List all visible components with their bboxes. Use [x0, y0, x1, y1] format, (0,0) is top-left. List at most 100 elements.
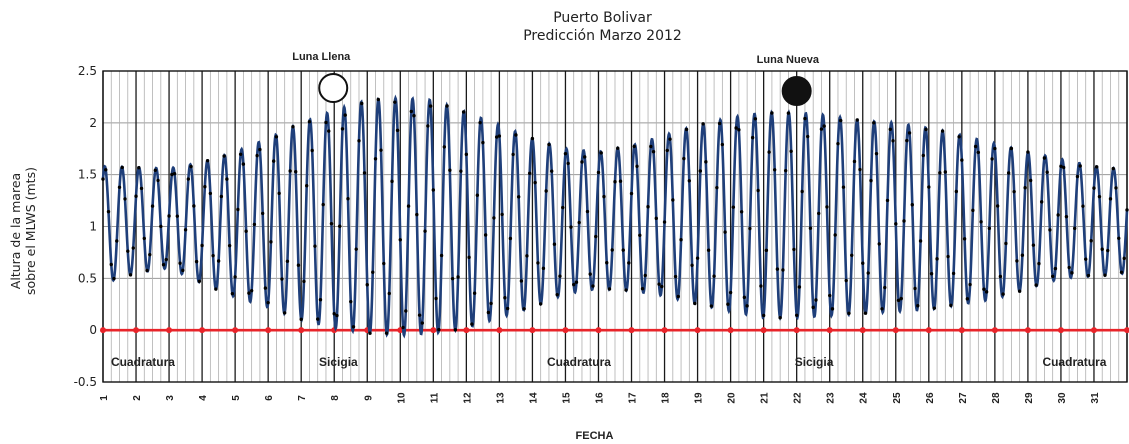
tide-point	[982, 287, 986, 291]
tide-point	[382, 261, 386, 266]
tide-point	[717, 121, 722, 126]
zero-line-marker	[793, 327, 800, 334]
tide-point	[238, 152, 243, 157]
tide-point	[954, 189, 959, 194]
tide-point	[395, 128, 400, 133]
x-tick-label: 29	[1024, 392, 1035, 404]
tide-point	[1092, 186, 1096, 190]
tide-point	[778, 316, 782, 320]
zero-reference-line	[100, 327, 1129, 334]
tide-point	[406, 204, 411, 208]
tide-point	[192, 204, 196, 208]
tide-point	[698, 169, 703, 173]
x-tick-label: 22	[793, 392, 804, 404]
full-moon-icon	[318, 73, 349, 103]
tide-point	[1048, 228, 1052, 232]
tide-point	[536, 261, 540, 265]
y-tick-labels: 2.5 2 1.5 1 0.5 0 -0.5	[74, 64, 97, 389]
tide-point	[715, 185, 719, 190]
tide-point	[1114, 186, 1118, 190]
tide-point	[401, 325, 405, 330]
tide-point	[921, 153, 926, 158]
tide-point	[497, 134, 502, 138]
tide-point	[836, 141, 840, 146]
zero-line-marker	[199, 327, 206, 334]
tide-point	[684, 127, 689, 132]
zero-line-marker	[397, 327, 404, 334]
tide-point	[338, 224, 342, 228]
tide-point	[566, 161, 570, 166]
tide-point	[828, 293, 832, 298]
tide-point	[640, 287, 645, 291]
tide-point	[321, 202, 325, 207]
tide-point	[602, 194, 606, 199]
y-axis-label-line-2: sobre el MLWS (mts)	[23, 167, 38, 295]
tide-point	[516, 195, 521, 199]
tide-point	[979, 220, 983, 224]
tide-point	[420, 321, 425, 325]
tide-point	[583, 155, 587, 159]
tide-point	[222, 154, 226, 158]
tide-point	[519, 279, 524, 283]
zero-line-marker	[925, 327, 932, 334]
tide-point	[307, 120, 312, 124]
tide-point	[874, 151, 879, 156]
tide-point	[877, 242, 881, 246]
tide-point	[616, 146, 620, 150]
tide-point	[932, 306, 937, 310]
tide-point	[852, 159, 857, 164]
tide-point	[464, 152, 469, 157]
tide-point	[360, 101, 364, 106]
tide-point	[175, 214, 180, 218]
tide-point	[486, 310, 491, 315]
zero-line-marker	[133, 327, 140, 334]
tide-point	[668, 137, 672, 141]
tide-point	[728, 290, 733, 295]
tide-point	[673, 274, 678, 279]
tide-point	[750, 135, 755, 140]
tide-point	[946, 254, 950, 259]
tide-point	[461, 110, 466, 114]
tide-point	[654, 216, 658, 221]
tide-point	[629, 191, 634, 196]
tide-point	[1075, 174, 1080, 179]
tide-point	[607, 287, 612, 291]
tide-point	[470, 322, 474, 326]
tide-point	[1023, 186, 1027, 190]
tide-point	[822, 124, 826, 128]
y-tick-label: 0	[89, 323, 97, 337]
tide-point	[258, 147, 262, 152]
tide-point	[671, 198, 675, 202]
tide-point	[872, 121, 876, 125]
tide-point	[748, 226, 752, 231]
tide-point	[704, 160, 708, 164]
tide-point	[596, 170, 601, 175]
tide-point	[1045, 170, 1049, 174]
chart-subtitle: Predicción Marzo 2012	[523, 28, 682, 44]
zero-line-marker	[232, 327, 239, 334]
tide-point	[448, 168, 452, 172]
tide-point	[197, 279, 202, 283]
tide-point	[591, 284, 595, 288]
tide-point	[687, 179, 692, 183]
y-axis-label: Altura de la marea sobre el MLWS (mts)	[8, 116, 38, 346]
tide-point	[555, 292, 559, 297]
tide-point	[563, 151, 568, 156]
tide-point	[288, 169, 292, 173]
tide-point	[205, 158, 210, 163]
tide-point	[384, 331, 389, 335]
tide-point	[255, 153, 259, 158]
tide-point	[1078, 164, 1082, 168]
tide-point	[767, 150, 771, 154]
zero-line-marker	[430, 327, 437, 334]
tide-point	[260, 211, 265, 216]
tide-point	[712, 274, 716, 278]
tide-point	[150, 204, 155, 208]
y-tick-label: 1	[89, 220, 97, 234]
tide-point	[525, 254, 529, 258]
tide-point	[993, 146, 997, 151]
tide-point	[558, 274, 562, 278]
x-tick-label: 17	[628, 392, 639, 404]
tide-point	[585, 209, 590, 214]
tide-point	[522, 307, 526, 311]
